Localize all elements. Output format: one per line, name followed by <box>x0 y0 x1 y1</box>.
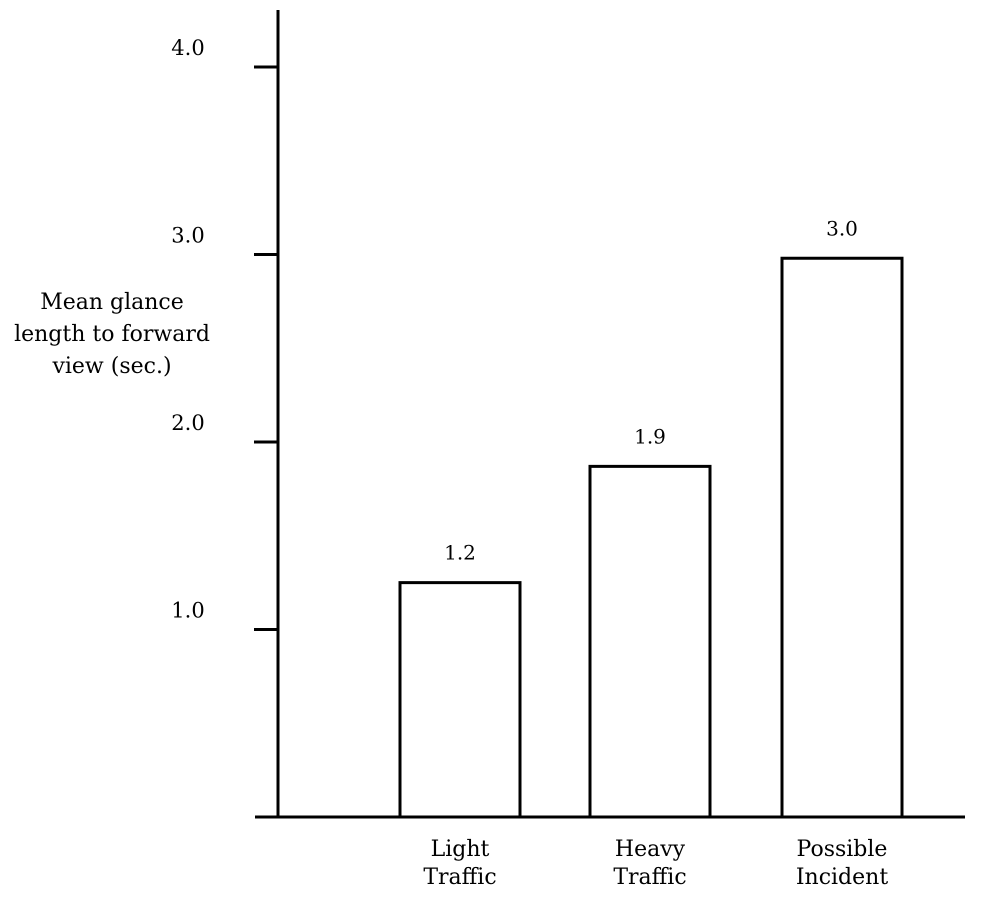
category-label: Incident <box>796 865 888 890</box>
y-tick-label: 2.0 <box>171 411 204 435</box>
bars <box>398 256 904 819</box>
bar-value-label: 1.9 <box>634 424 666 448</box>
bar-value-label: 1.2 <box>444 541 476 565</box>
category-label: Light <box>431 837 490 862</box>
bar <box>780 256 904 819</box>
y-tick-label: 1.0 <box>171 599 204 623</box>
y-axis-title-line: Mean glance <box>40 290 184 315</box>
y-tick-label: 4.0 <box>171 36 204 60</box>
y-ticks: 1.0 2.0 3.0 4.0 <box>171 36 278 631</box>
bar-value-label: 3.0 <box>826 216 858 240</box>
category-label: Possible <box>797 837 888 862</box>
y-axis-title-line: view (sec.) <box>51 354 171 379</box>
bar <box>588 464 712 819</box>
y-axis-title: Mean glance length to forward view (sec.) <box>14 290 210 379</box>
y-axis-title-line: length to forward <box>14 322 210 347</box>
category-label: Traffic <box>613 865 686 890</box>
category-labels: Light Traffic Heavy Traffic Possible Incident <box>423 837 888 890</box>
y-tick-label: 3.0 <box>171 224 204 248</box>
category-label: Heavy <box>615 837 686 862</box>
category-label: Traffic <box>423 865 496 890</box>
value-labels: 1.2 1.9 3.0 <box>444 216 858 564</box>
bar <box>398 581 522 819</box>
